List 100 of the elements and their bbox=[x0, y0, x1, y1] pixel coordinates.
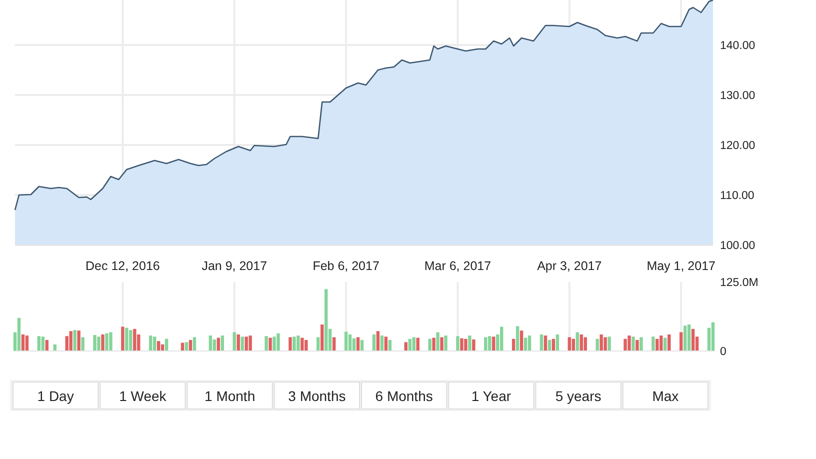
x-tick-label: Jan 9, 2017 bbox=[202, 259, 268, 273]
bar bbox=[608, 336, 611, 351]
bar bbox=[660, 336, 663, 351]
bar bbox=[25, 336, 29, 351]
bar bbox=[404, 342, 408, 351]
text: 5 years bbox=[555, 388, 602, 404]
bar bbox=[268, 338, 272, 351]
bar bbox=[468, 336, 472, 351]
bar bbox=[232, 332, 236, 351]
bar bbox=[121, 326, 124, 351]
bar bbox=[276, 333, 280, 351]
bar bbox=[416, 338, 420, 351]
bar bbox=[576, 332, 579, 351]
bar bbox=[73, 330, 76, 351]
bar bbox=[584, 337, 587, 351]
bar bbox=[180, 342, 184, 351]
text: 1 Week bbox=[119, 388, 168, 404]
bar bbox=[436, 332, 440, 351]
bar bbox=[77, 330, 80, 351]
bar bbox=[332, 337, 336, 351]
bar bbox=[628, 336, 631, 351]
bar bbox=[492, 336, 496, 351]
bar bbox=[428, 338, 432, 351]
text: 1 Month bbox=[204, 388, 256, 404]
bar bbox=[156, 341, 160, 351]
bar bbox=[356, 337, 360, 351]
text: 6 Months bbox=[375, 388, 433, 404]
text: 3 Months bbox=[288, 388, 346, 404]
bar bbox=[348, 334, 352, 351]
bar bbox=[472, 339, 476, 351]
bar bbox=[440, 337, 444, 351]
bar bbox=[488, 336, 492, 351]
y-tick-label: 125.0M bbox=[720, 277, 758, 290]
bar bbox=[540, 334, 544, 351]
bar bbox=[109, 332, 112, 351]
bar bbox=[292, 336, 296, 351]
bar bbox=[81, 337, 84, 351]
bar bbox=[432, 338, 436, 351]
bar bbox=[37, 336, 41, 351]
bar bbox=[344, 332, 348, 351]
x-tick-label: Feb 6, 2017 bbox=[312, 259, 380, 273]
bar bbox=[372, 334, 376, 351]
bar bbox=[412, 337, 416, 351]
bar bbox=[264, 336, 268, 351]
bar bbox=[464, 338, 468, 351]
bar bbox=[460, 338, 464, 351]
bar bbox=[636, 340, 639, 351]
bar bbox=[500, 326, 504, 351]
bar bbox=[153, 336, 156, 351]
bar bbox=[184, 342, 188, 351]
bar bbox=[149, 336, 152, 351]
y-tick-label: 140.00 bbox=[720, 40, 756, 52]
bar bbox=[192, 337, 196, 351]
bar bbox=[456, 336, 460, 351]
bar bbox=[679, 332, 683, 351]
bar bbox=[97, 336, 100, 351]
bar bbox=[93, 334, 96, 351]
y-tick-label: 100.00 bbox=[720, 240, 756, 252]
bar bbox=[300, 338, 304, 351]
x-tick-label: Apr 3, 2017 bbox=[537, 259, 602, 273]
bar bbox=[516, 326, 520, 351]
x-tick-label: Mar 6, 2017 bbox=[424, 259, 492, 273]
bar bbox=[220, 336, 224, 351]
bar bbox=[568, 337, 572, 351]
bar bbox=[101, 334, 104, 351]
bar bbox=[683, 326, 687, 351]
bar bbox=[304, 340, 308, 351]
bar bbox=[484, 337, 488, 351]
y-tick-label: 120.00 bbox=[720, 140, 756, 152]
bar bbox=[520, 330, 524, 351]
bar bbox=[580, 334, 583, 351]
bar bbox=[236, 334, 240, 351]
bar bbox=[125, 328, 128, 351]
bar bbox=[656, 338, 659, 351]
bar bbox=[380, 336, 384, 351]
bar bbox=[248, 336, 252, 351]
bar bbox=[687, 324, 691, 351]
text: Max bbox=[652, 388, 679, 404]
bar bbox=[444, 336, 448, 351]
bar bbox=[129, 330, 132, 351]
bar bbox=[272, 336, 276, 351]
bar bbox=[711, 322, 715, 351]
bar bbox=[133, 328, 136, 351]
bar bbox=[17, 318, 21, 351]
bar bbox=[668, 334, 671, 351]
bar bbox=[528, 336, 532, 351]
bar bbox=[244, 336, 248, 351]
bar bbox=[632, 336, 635, 351]
bar bbox=[376, 331, 380, 351]
y-tick-label: 130.00 bbox=[720, 90, 756, 102]
bar bbox=[691, 328, 695, 351]
bar bbox=[640, 337, 643, 351]
bar bbox=[596, 338, 599, 351]
bar bbox=[240, 336, 244, 351]
bar bbox=[105, 333, 108, 351]
bar bbox=[604, 337, 607, 351]
bar bbox=[600, 334, 603, 351]
x-tick-label: May 1, 2017 bbox=[646, 259, 716, 273]
bar bbox=[556, 334, 560, 351]
bar bbox=[624, 338, 627, 351]
